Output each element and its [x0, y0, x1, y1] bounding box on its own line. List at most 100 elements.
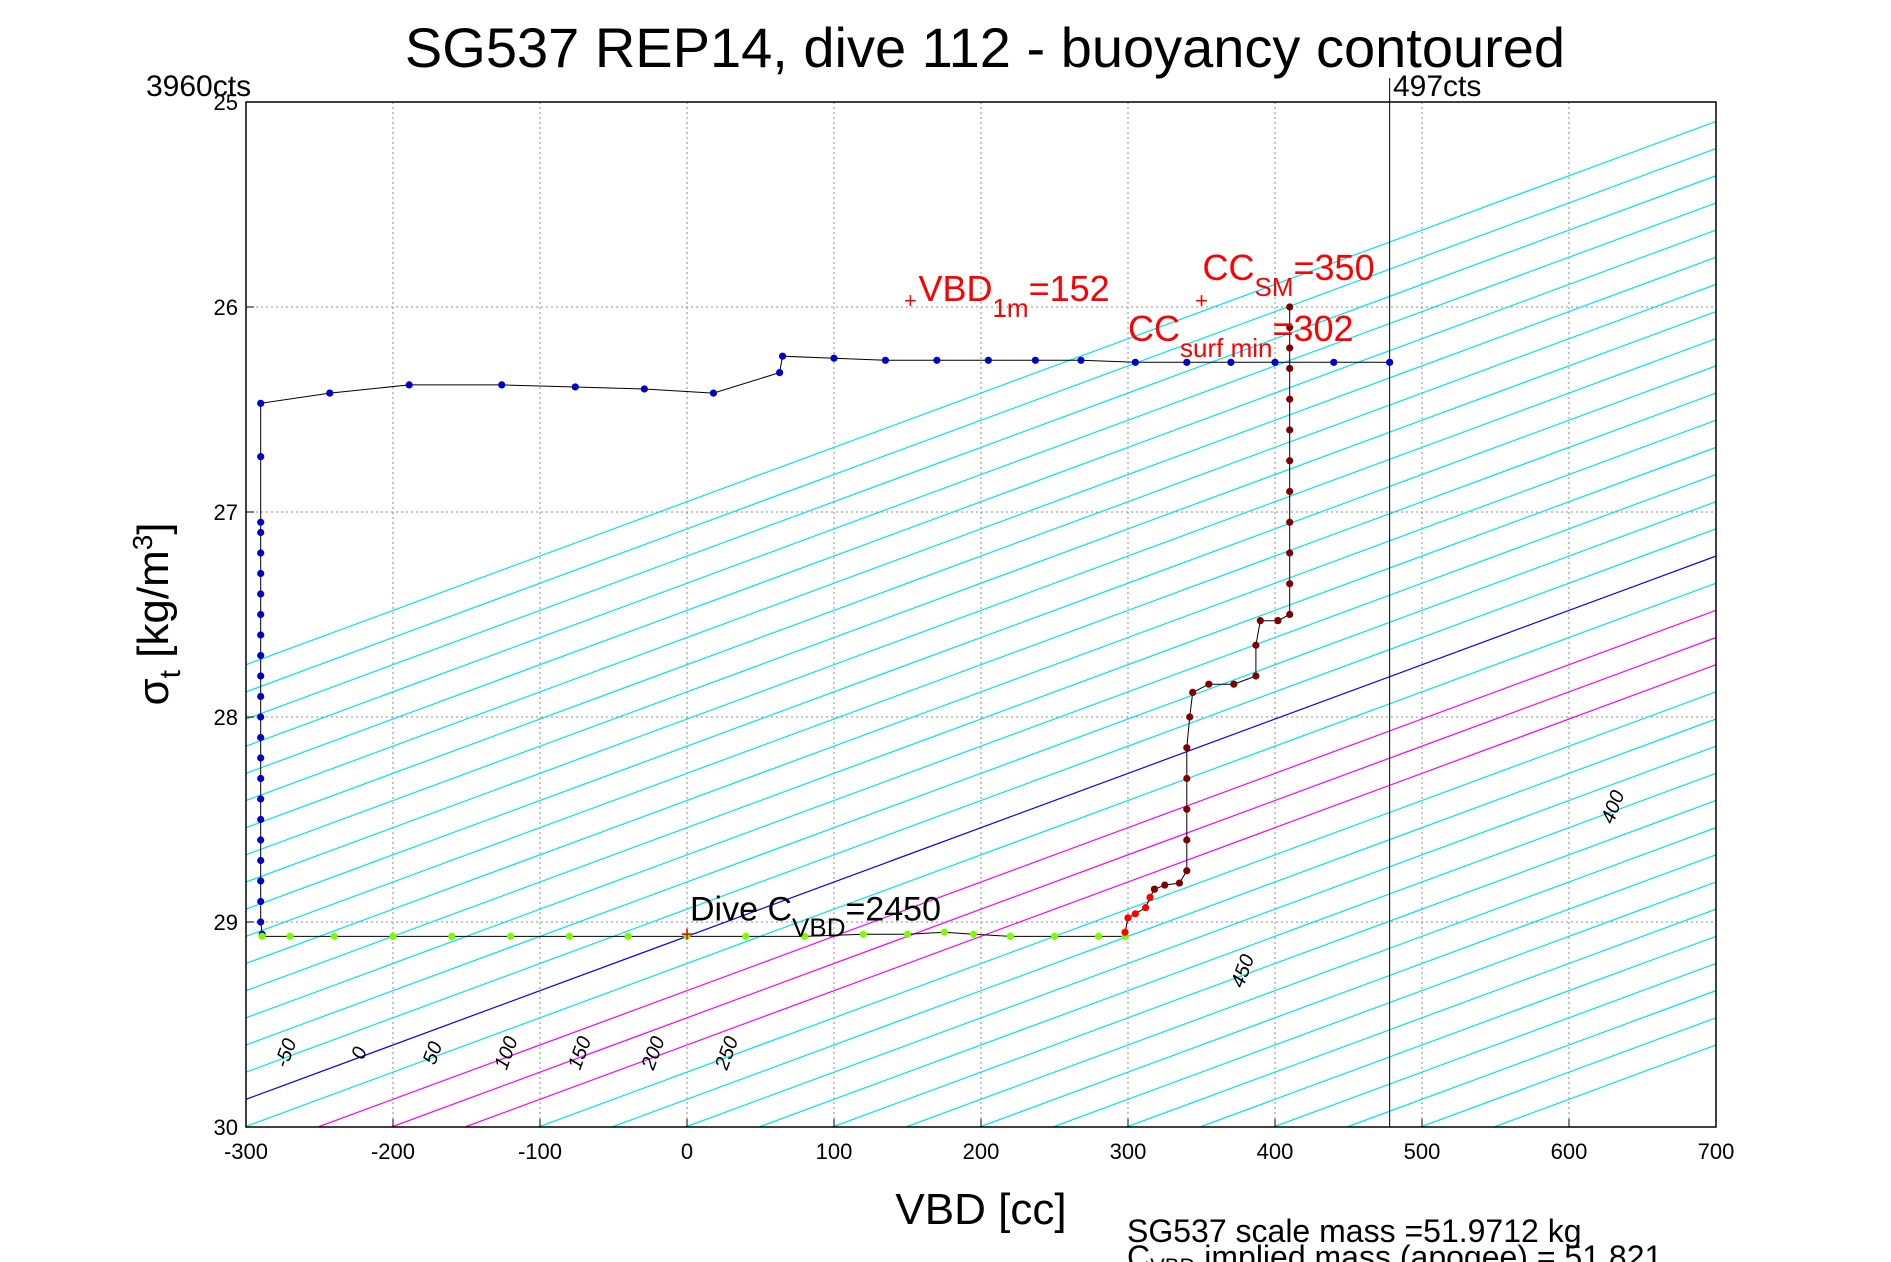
trace-point [776, 369, 784, 377]
trace-point [389, 932, 397, 940]
trace-point [1183, 358, 1191, 366]
y-axis-close: ] [129, 522, 178, 534]
trace-point [1183, 867, 1191, 875]
trace-point [1183, 774, 1191, 783]
x-tick-label: -100 [518, 1139, 562, 1164]
trace-point [1183, 805, 1191, 813]
y-tick-label: 25 [214, 90, 238, 115]
y-axis-units: [kg/m [129, 550, 178, 670]
annotation-marker: + [681, 921, 694, 946]
x-tick-label: 300 [1110, 1139, 1147, 1164]
trace-point [257, 918, 265, 926]
trace-point [1286, 580, 1294, 588]
contour-line [246, 229, 1716, 775]
trace-point [1050, 932, 1059, 940]
trace-point [1286, 344, 1294, 352]
trace-point [1286, 610, 1294, 619]
trace-point [507, 932, 515, 940]
footer-line-1: SG537 scale mass =51.9712 kg [1127, 1213, 1582, 1249]
x-tick-label: 500 [1404, 1139, 1441, 1164]
svg-text:σt [kg/m3]: σt [kg/m3] [127, 522, 187, 705]
trace-point [257, 836, 265, 844]
y-tick-label: 30 [214, 1115, 238, 1140]
contour-line [538, 691, 1716, 1127]
x-axis-label: VBD [cc] [895, 1185, 1066, 1234]
annotation-main: CC [1128, 308, 1180, 349]
trace-point [257, 590, 265, 598]
annotation-main: CC [1203, 247, 1255, 288]
annotation-main: VBD [918, 268, 992, 309]
trace-point [1095, 932, 1103, 940]
trace-point [498, 381, 506, 389]
trace-point [405, 381, 413, 389]
contour-line [246, 310, 1716, 856]
contour-line [611, 718, 1716, 1127]
annotation-value: =2450 [846, 890, 942, 928]
y-tick-label: 29 [214, 910, 238, 935]
trace-point [257, 774, 265, 783]
trace-point [1131, 910, 1139, 918]
dive-trace [257, 303, 1394, 940]
trace-point [1077, 356, 1085, 364]
trace-point [1286, 457, 1294, 465]
contour-line [246, 120, 1716, 666]
annotation-sub: surf min [1180, 333, 1272, 363]
trace-point [1150, 885, 1159, 893]
contour-line [246, 202, 1716, 747]
contour-line [246, 473, 1716, 1019]
footer-line-2: CVBD implied mass (apogee) = 51.821 [1127, 1239, 1662, 1262]
contour-line [832, 799, 1716, 1127]
annotation-value: =350 [1294, 247, 1375, 288]
trace-point [1183, 836, 1191, 844]
trace-point [1006, 932, 1015, 940]
trace-point [984, 356, 992, 364]
trace-point [940, 928, 948, 936]
trace-point [257, 856, 265, 865]
trace-point [1286, 549, 1294, 557]
trace-point [257, 713, 265, 721]
trace-point [257, 877, 265, 885]
annotation-marker: + [904, 288, 917, 313]
x-tick-label: 600 [1551, 1139, 1588, 1164]
trace-point [903, 930, 912, 938]
trace-point [1286, 518, 1294, 526]
contour-line [246, 175, 1716, 720]
trace-point [571, 383, 579, 391]
trace-point [257, 672, 265, 680]
trace-point [257, 631, 265, 639]
contour-line [246, 582, 1716, 1127]
contour-line [1199, 935, 1716, 1127]
x-tick-label: -300 [224, 1139, 268, 1164]
x-tick-label: -200 [371, 1139, 415, 1164]
trace-point [624, 932, 632, 940]
footer-rest: implied mass (apogee) = 51.821 [1195, 1239, 1662, 1262]
contour-line [246, 528, 1716, 1073]
trace-point [257, 795, 265, 803]
y-tick-label: 26 [214, 295, 238, 320]
trace-point [1286, 426, 1294, 434]
x-ticks: -300 -200 -100 0 100 200 300 400 500 600 700 [224, 1119, 1734, 1164]
trace-point [1183, 744, 1191, 752]
grid-lines [246, 102, 1716, 1127]
x-tick-label: 400 [1257, 1139, 1294, 1164]
contour-line [246, 283, 1716, 829]
footer-sub: VBD [1150, 1254, 1195, 1262]
trace-point [1286, 323, 1294, 332]
trace-point [683, 932, 691, 940]
trace-point [881, 356, 890, 364]
contour-line [1126, 908, 1716, 1127]
y-axis-sub: t [154, 669, 187, 678]
trace-point [1286, 487, 1294, 496]
footer-c: C [1127, 1239, 1150, 1262]
trace-point [1186, 713, 1194, 721]
trace-point [1124, 914, 1132, 922]
trace-point [258, 932, 266, 940]
y-axis-sigma: σ [129, 678, 178, 705]
trace-point [1121, 928, 1129, 936]
contour-line [246, 419, 1716, 965]
buoyancy-contours [246, 120, 1716, 1127]
annotation-main: Dive C [690, 890, 792, 928]
trace-point [1189, 688, 1197, 697]
